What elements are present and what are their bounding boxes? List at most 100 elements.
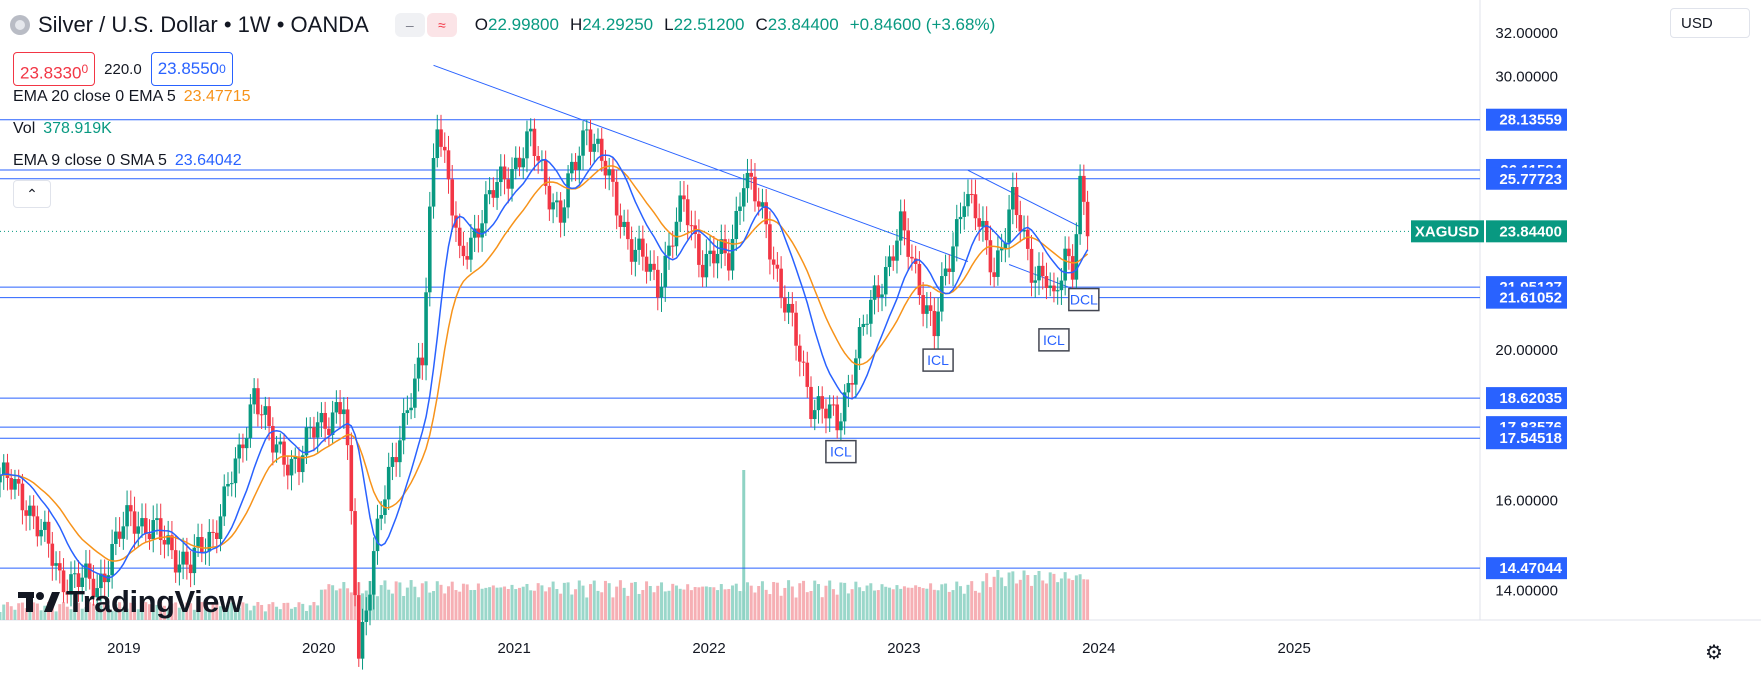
volume-bar (992, 576, 996, 620)
candle-body (35, 516, 40, 537)
candle-body (114, 531, 118, 544)
candle-body (611, 169, 615, 182)
candle-body (599, 138, 604, 161)
volume-bar (80, 608, 84, 620)
volume-bar (263, 611, 267, 620)
candle-body (345, 409, 350, 446)
candle-body (1063, 248, 1067, 281)
volume-bar (17, 603, 21, 620)
candle-body (413, 378, 417, 408)
candle-body (300, 455, 305, 473)
level-price-label[interactable] (1486, 108, 1567, 131)
volume-bar (222, 609, 226, 620)
level-price-text: 17.54518 (1499, 430, 1562, 447)
indicator-ema20[interactable]: EMA 20 close 0 EMA 5 23.47715 (13, 88, 251, 105)
sell-button[interactable]: 23.83300 (13, 52, 96, 86)
settings-gear-icon[interactable]: ⚙ (1705, 642, 1723, 664)
level-price-label[interactable] (1486, 286, 1567, 309)
candle-body (981, 220, 985, 227)
annotation-label: DCL (1070, 292, 1098, 308)
candle-body (506, 179, 511, 189)
level-price-label[interactable] (1486, 167, 1567, 190)
candle-body (207, 531, 212, 552)
time-tick-label: 2022 (692, 640, 725, 657)
annotation-box[interactable] (1038, 328, 1070, 352)
volume-bar (147, 604, 151, 620)
collapse-indicators-button[interactable]: ⌃ (13, 180, 51, 208)
buy-button[interactable]: 23.85500 (150, 52, 233, 86)
annotation-box[interactable] (922, 348, 954, 372)
candle-body (54, 563, 58, 566)
volume-bar (775, 582, 779, 620)
candle-body (43, 521, 47, 530)
indicator-volume[interactable]: Vol 378.919K (13, 120, 112, 137)
level-price-label[interactable] (1486, 557, 1567, 580)
candle-body (936, 311, 940, 337)
volume-bar (435, 581, 439, 620)
candle-body (102, 573, 107, 583)
candle-body (685, 199, 690, 226)
minus-icon[interactable]: – (394, 13, 425, 37)
trendline[interactable] (433, 64, 969, 262)
volume-bar (420, 583, 424, 620)
volume-bar (413, 586, 417, 620)
volume-bar (1059, 578, 1063, 620)
level-price-label[interactable] (1486, 427, 1567, 450)
candle-body (200, 537, 204, 553)
volume-bar (241, 602, 245, 620)
candle-body (764, 202, 768, 225)
candle-body (46, 521, 51, 544)
volume-bar (592, 580, 596, 620)
annotation-box[interactable] (1068, 287, 1100, 312)
candle-body (91, 578, 96, 598)
volume-bar (645, 581, 649, 620)
candle-body (166, 535, 170, 545)
volume-bar (118, 602, 122, 620)
candle-body (371, 551, 376, 595)
annotation-box[interactable] (825, 439, 857, 464)
candle-body (738, 206, 742, 211)
candle-body (278, 441, 283, 445)
volume-bar (394, 581, 398, 620)
indicator-ema9[interactable]: EMA 9 close 0 SMA 5 23.64042 (13, 152, 242, 169)
volume-bar (5, 602, 9, 620)
volume-bar (865, 585, 869, 620)
candle-body (334, 402, 339, 413)
candle-body (846, 383, 851, 393)
volume-bar (959, 586, 963, 620)
approx-icon[interactable]: ≈ (426, 13, 457, 37)
symbol-title[interactable]: Silver / U.S. Dollar • 1W • OANDA (38, 12, 369, 37)
volume-bar (977, 592, 981, 620)
candle-body (1003, 242, 1008, 249)
volume-bar (170, 603, 174, 620)
time-tick-label: 2023 (887, 640, 920, 657)
volume-bar (794, 597, 798, 620)
candle-body (57, 563, 62, 571)
volume-bar (790, 586, 794, 620)
volume-bar (824, 585, 828, 620)
candle-body (420, 357, 425, 366)
volume-bar (835, 594, 839, 620)
quick-toggle-group[interactable]: – ≈ (394, 13, 457, 37)
candle-body (356, 595, 361, 659)
volume-bar (727, 589, 731, 620)
trendline[interactable] (967, 169, 1081, 228)
candle-body (734, 210, 739, 240)
volume-bar (129, 602, 133, 620)
currency-select[interactable]: USD (1670, 8, 1750, 38)
candle-body (241, 444, 245, 449)
candle-body (502, 166, 507, 180)
volume-bar (207, 611, 211, 620)
level-price-label[interactable] (1486, 387, 1567, 410)
volume-bar (678, 588, 682, 620)
candle-body (401, 413, 406, 441)
candle-body (1052, 285, 1056, 292)
volume-bar (166, 610, 170, 620)
candle-body (117, 531, 122, 539)
candle-body (1011, 187, 1015, 210)
candle-body (472, 228, 477, 238)
candle-body (69, 574, 73, 595)
volume-bar (630, 582, 634, 620)
